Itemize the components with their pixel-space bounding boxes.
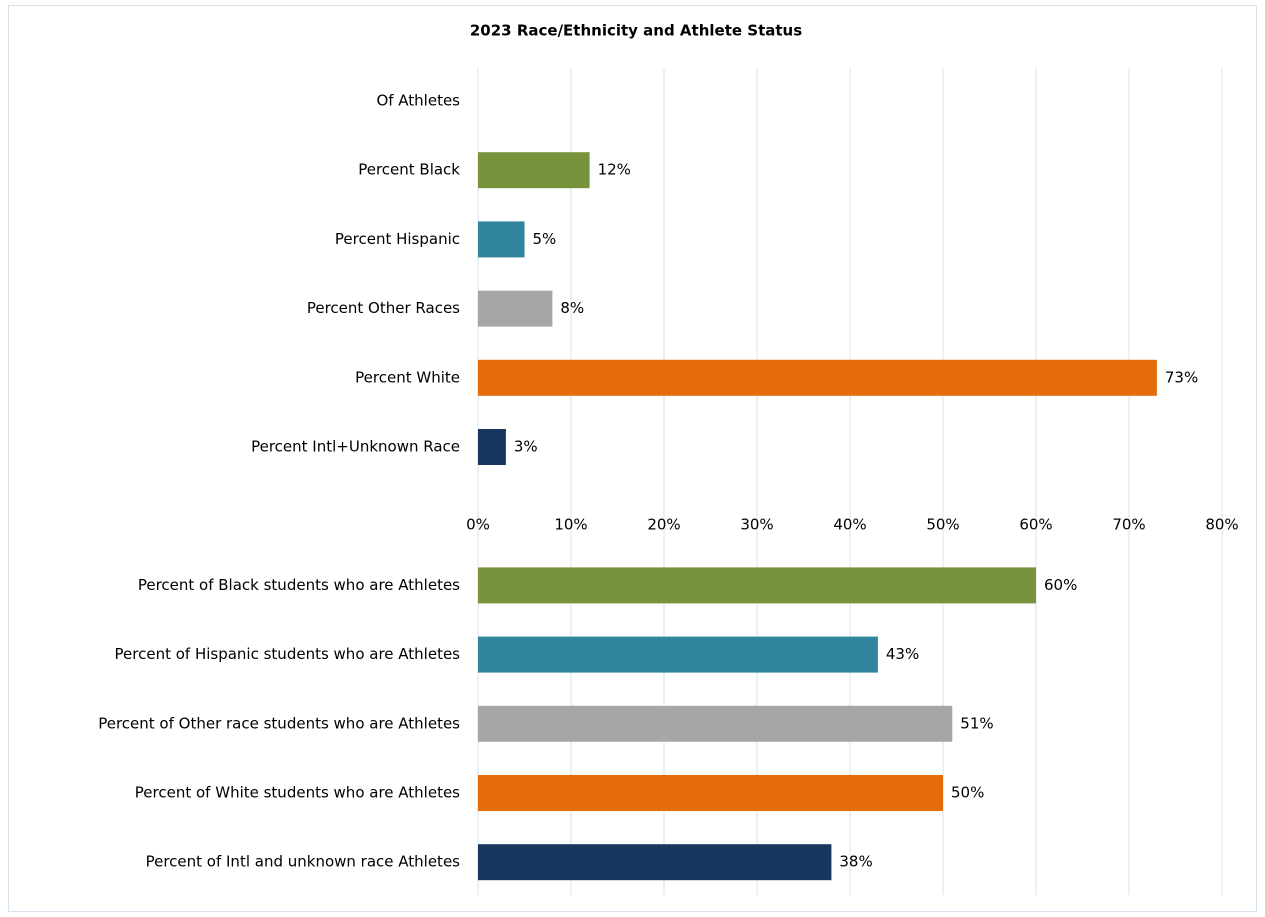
x-tick-label: 80% (1205, 516, 1238, 534)
y-tick-label: Percent of Black students who are Athlet… (138, 576, 460, 594)
bar (478, 152, 590, 189)
bar (478, 429, 506, 465)
y-tick-label: Percent of Other race students who are A… (98, 714, 460, 732)
bar (478, 844, 832, 881)
value-label: 50% (951, 784, 984, 802)
x-tick-label: 70% (1112, 516, 1145, 534)
value-label: 38% (839, 853, 872, 871)
chart-frame (8, 5, 1257, 912)
value-label: 3% (514, 438, 538, 456)
y-tick-label: Percent Other Races (307, 299, 460, 317)
bar (478, 290, 553, 327)
x-tick-label: 40% (833, 516, 866, 534)
x-tick-label: 10% (554, 516, 587, 534)
y-tick-label: Of Athletes (376, 92, 460, 110)
bar (478, 359, 1157, 396)
chart-title: 2023 Race/Ethnicity and Athlete Status (470, 22, 802, 40)
x-tick-label: 20% (647, 516, 680, 534)
bar (478, 705, 953, 742)
x-tick-label: 30% (740, 516, 773, 534)
value-label: 12% (598, 161, 631, 179)
bar (478, 567, 1036, 604)
value-label: 60% (1044, 576, 1077, 594)
bar (478, 221, 525, 258)
y-tick-label: Percent Black (358, 161, 460, 179)
value-label: 5% (533, 230, 557, 248)
value-label: 43% (886, 645, 919, 663)
y-tick-label: Percent Intl+Unknown Race (251, 438, 460, 456)
value-label: 8% (560, 299, 584, 317)
y-tick-label: Percent Hispanic (335, 230, 460, 248)
x-tick-label: 50% (926, 516, 959, 534)
y-tick-label: Percent White (355, 368, 460, 386)
x-tick-label: 60% (1019, 516, 1052, 534)
y-tick-label: Percent of White students who are Athlet… (135, 784, 460, 802)
y-tick-label: Percent of Intl and unknown race Athlete… (146, 853, 461, 871)
value-label: 51% (960, 714, 993, 732)
y-tick-label: Percent of Hispanic students who are Ath… (115, 645, 461, 663)
x-tick-label: 0% (466, 516, 490, 534)
bar (478, 775, 943, 811)
value-label: 73% (1165, 368, 1198, 386)
bar (478, 636, 878, 673)
